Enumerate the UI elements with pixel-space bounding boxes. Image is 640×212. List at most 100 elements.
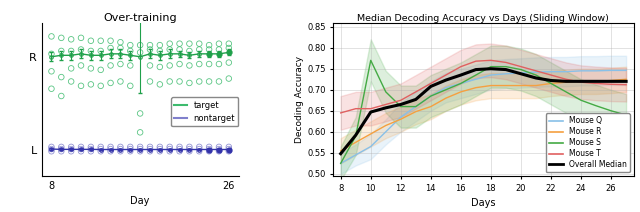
Mouse R bbox=[442, 97, 450, 99]
Point bbox=[214, 48, 224, 51]
Point bbox=[175, 149, 185, 153]
Point bbox=[106, 147, 116, 151]
Mouse S bbox=[397, 105, 404, 108]
Overall Median bbox=[397, 103, 404, 106]
X-axis label: Days: Days bbox=[471, 198, 495, 208]
Point bbox=[224, 149, 234, 153]
Mouse S bbox=[367, 59, 374, 62]
Point bbox=[95, 149, 106, 153]
Point bbox=[46, 87, 56, 91]
Mouse Q bbox=[532, 71, 540, 73]
Point bbox=[184, 147, 195, 151]
Point bbox=[66, 145, 76, 149]
Overall Median bbox=[412, 98, 420, 101]
Mouse S bbox=[547, 82, 555, 85]
Mouse T bbox=[442, 74, 450, 76]
Point bbox=[175, 145, 185, 149]
Point bbox=[46, 35, 56, 38]
Overall Median bbox=[427, 85, 435, 88]
Point bbox=[145, 48, 155, 51]
Mouse R bbox=[397, 118, 404, 120]
Legend: target, nontarget: target, nontarget bbox=[171, 98, 239, 126]
Mouse Q bbox=[412, 105, 420, 108]
Overall Median bbox=[577, 80, 585, 83]
Mouse Q bbox=[622, 69, 630, 72]
Overall Median bbox=[622, 80, 630, 83]
Mouse Q bbox=[577, 70, 585, 72]
Mouse R bbox=[427, 105, 435, 108]
Point bbox=[95, 84, 106, 88]
Point bbox=[125, 149, 136, 153]
Point bbox=[46, 149, 56, 153]
Line: Mouse S: Mouse S bbox=[340, 60, 626, 163]
Point bbox=[214, 42, 224, 45]
Point bbox=[175, 147, 185, 151]
Point bbox=[115, 80, 125, 83]
Point bbox=[194, 147, 204, 151]
Point bbox=[224, 61, 234, 64]
Point bbox=[155, 145, 165, 149]
Mouse R bbox=[487, 84, 495, 87]
Point bbox=[86, 83, 96, 86]
Point bbox=[175, 62, 185, 66]
Point bbox=[125, 147, 136, 151]
Point bbox=[76, 149, 86, 153]
Mouse T bbox=[487, 59, 495, 62]
Point bbox=[106, 145, 116, 149]
Mouse S bbox=[412, 105, 420, 108]
Point bbox=[224, 147, 234, 151]
Point bbox=[164, 64, 175, 67]
Point bbox=[135, 145, 145, 149]
Point bbox=[164, 149, 175, 153]
Mouse T bbox=[412, 91, 420, 93]
Mouse S bbox=[607, 110, 615, 112]
Mouse T bbox=[517, 65, 525, 68]
Point bbox=[164, 42, 175, 45]
Point bbox=[204, 147, 214, 151]
Mouse S bbox=[532, 74, 540, 76]
Point bbox=[214, 62, 224, 66]
Mouse S bbox=[577, 99, 585, 102]
Point bbox=[184, 145, 195, 149]
Mouse Q bbox=[382, 131, 390, 133]
Point bbox=[224, 42, 234, 45]
Point bbox=[145, 64, 155, 67]
Point bbox=[86, 145, 96, 149]
Point bbox=[184, 64, 195, 67]
Point bbox=[86, 49, 96, 53]
Point bbox=[95, 68, 106, 71]
Point bbox=[46, 147, 56, 151]
Mouse R bbox=[502, 84, 510, 87]
Mouse T bbox=[457, 65, 465, 68]
Mouse Q bbox=[547, 70, 555, 73]
Point bbox=[184, 42, 195, 45]
Mouse T bbox=[562, 78, 570, 81]
Overall Median bbox=[367, 111, 374, 113]
Mouse Q bbox=[502, 73, 510, 75]
Mouse R bbox=[592, 80, 600, 83]
Point bbox=[194, 80, 204, 83]
Mouse Q bbox=[352, 154, 360, 156]
Point bbox=[66, 80, 76, 83]
Mouse R bbox=[622, 78, 630, 81]
Point bbox=[214, 145, 224, 149]
Mouse Q bbox=[427, 95, 435, 97]
Point bbox=[204, 149, 214, 153]
Point bbox=[204, 62, 214, 66]
Point bbox=[204, 80, 214, 83]
Mouse S bbox=[487, 65, 495, 68]
Overall Median bbox=[457, 74, 465, 76]
Mouse Q bbox=[487, 74, 495, 76]
Mouse Q bbox=[472, 78, 480, 81]
Point bbox=[135, 51, 145, 54]
Mouse R bbox=[547, 82, 555, 85]
Point bbox=[56, 75, 67, 79]
Point bbox=[214, 147, 224, 151]
Mouse S bbox=[337, 162, 344, 165]
Overall Median bbox=[592, 80, 600, 83]
Point bbox=[56, 94, 67, 98]
Mouse T bbox=[427, 82, 435, 85]
Point bbox=[106, 81, 116, 85]
Point bbox=[115, 40, 125, 44]
Mouse S bbox=[472, 74, 480, 76]
